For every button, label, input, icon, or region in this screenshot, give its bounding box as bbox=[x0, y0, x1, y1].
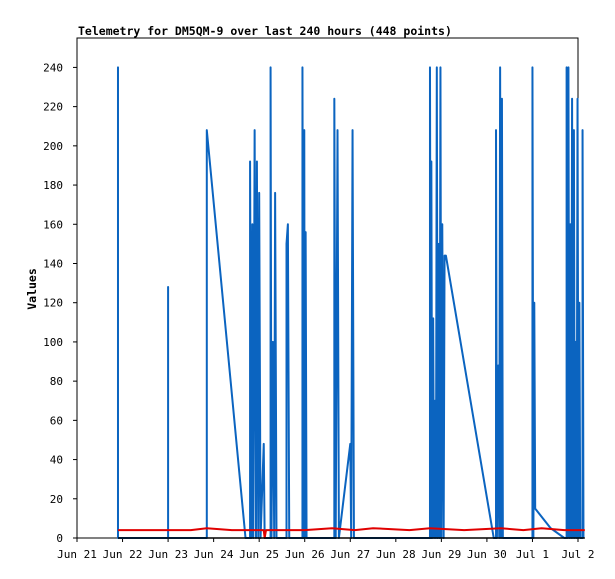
y-tick-label: 140 bbox=[43, 257, 63, 270]
y-tick-label: 200 bbox=[43, 140, 63, 153]
chart-title: Telemetry for DM5QM-9 over last 240 hour… bbox=[78, 24, 452, 38]
y-tick-label: 80 bbox=[50, 375, 63, 388]
y-axis-ticks: 0 20 40 60 80 100 120 140 160 180 200 220 240 bbox=[43, 61, 77, 545]
y-tick-label: 100 bbox=[43, 336, 63, 349]
y-tick-label: 160 bbox=[43, 218, 63, 231]
y-tick-label: 180 bbox=[43, 179, 63, 192]
x-tick-label: Jun 21 bbox=[57, 548, 97, 561]
y-tick-label: 120 bbox=[43, 297, 63, 310]
x-tick-label: Jun 30 bbox=[467, 548, 507, 561]
y-tick-label: 60 bbox=[50, 414, 63, 427]
x-tick-label: Jul 1 bbox=[516, 548, 549, 561]
series-layer bbox=[116, 66, 585, 539]
x-tick-label: Jun 28 bbox=[376, 548, 416, 561]
y-tick-label: 220 bbox=[43, 101, 63, 114]
x-tick-label: Jun 24 bbox=[194, 548, 234, 561]
y-tick-label: 20 bbox=[50, 493, 63, 506]
x-axis-ticks: Jun 21 Jun 22 Jun 23 Jun 24 Jun 25 Jun 26 Jun … bbox=[57, 538, 595, 561]
x-tick-label: Jun 25 bbox=[239, 548, 279, 561]
x-tick-label: Jun 27 bbox=[330, 548, 370, 561]
x-tick-label: Jun 23 bbox=[148, 548, 188, 561]
x-tick-label: Jun 26 bbox=[285, 548, 325, 561]
series-line-blue bbox=[116, 66, 585, 539]
series-line-red bbox=[117, 527, 585, 539]
x-tick-label: Jun 29 bbox=[421, 548, 461, 561]
y-tick-label: 0 bbox=[56, 532, 63, 545]
x-tick-label: Jul 2 bbox=[561, 548, 594, 561]
y-axis-label: Values bbox=[25, 268, 39, 310]
x-tick-label: Jun 22 bbox=[103, 548, 143, 561]
y-tick-label: 40 bbox=[50, 454, 63, 467]
y-tick-label: 240 bbox=[43, 61, 63, 74]
